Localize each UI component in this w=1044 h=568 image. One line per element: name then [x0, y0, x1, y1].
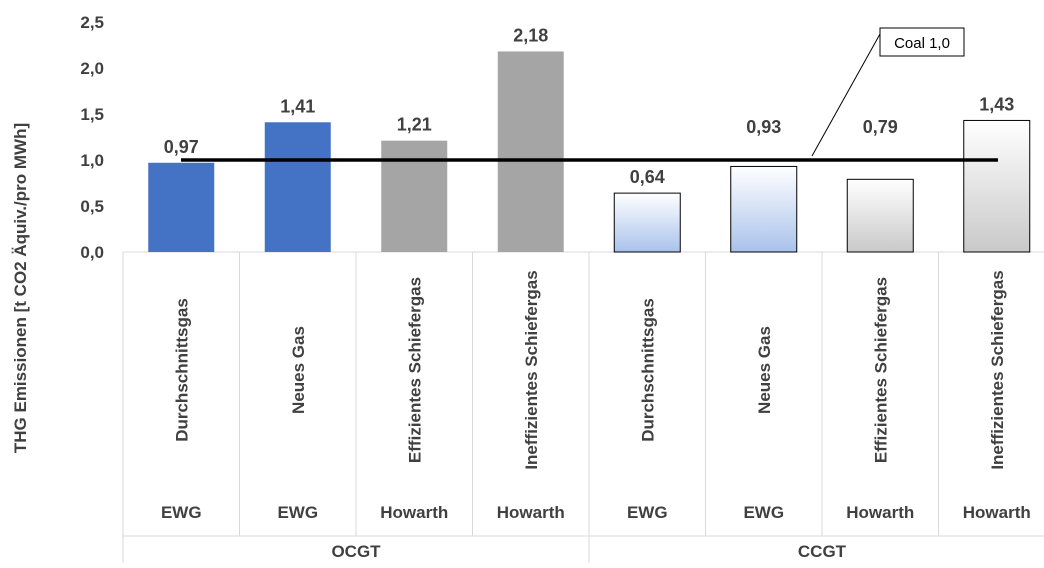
category-label: Ineffizientes Schiefergas — [522, 270, 541, 469]
group-label: CCGT — [798, 542, 847, 561]
data-label: 2,18 — [513, 25, 548, 45]
bar — [148, 162, 215, 252]
source-label: EWG — [277, 503, 318, 522]
bar — [613, 192, 681, 253]
category-label: Ineffizientes Schiefergas — [988, 270, 1007, 469]
category-label: Neues Gas — [755, 326, 774, 414]
reference-label-box — [879, 27, 965, 57]
bar — [497, 51, 564, 252]
y-tick-label: 0,5 — [80, 197, 104, 216]
category-label: Effizientes Schiefergas — [405, 277, 424, 463]
bar — [381, 140, 448, 252]
bar — [730, 165, 798, 253]
y-axis-title: THG Emissionen [t CO2 Äquiv./pro MWh] — [11, 123, 30, 453]
source-label: EWG — [161, 503, 202, 522]
data-label: 0,93 — [746, 117, 781, 137]
y-tick-label: 2,0 — [80, 59, 104, 78]
reference-label-leader — [811, 33, 881, 157]
y-tick-label: 1,5 — [80, 105, 104, 124]
data-label: 1,41 — [280, 96, 315, 116]
category-label: Durchschnittsgas — [172, 298, 191, 442]
source-label: Howarth — [380, 503, 448, 522]
source-label: Howarth — [963, 503, 1031, 522]
group-label: OCGT — [331, 542, 381, 561]
source-label: EWG — [627, 503, 668, 522]
bar — [264, 122, 331, 252]
bar — [846, 178, 914, 253]
y-tick-label: 0,0 — [80, 243, 104, 262]
source-label: Howarth — [846, 503, 914, 522]
source-label: EWG — [743, 503, 784, 522]
y-tick-label: 1,0 — [80, 151, 104, 170]
category-label: Effizientes Schiefergas — [871, 277, 890, 463]
bar — [963, 119, 1031, 253]
reference-label: Coal 1,0 — [894, 35, 950, 52]
data-label: 1,21 — [397, 115, 432, 135]
y-tick-label: 2,5 — [80, 13, 104, 32]
data-label: 1,43 — [979, 94, 1014, 114]
data-label: 0,79 — [863, 117, 898, 137]
data-label: 0,64 — [630, 167, 665, 187]
category-label: Durchschnittsgas — [638, 298, 657, 442]
category-label: Neues Gas — [289, 326, 308, 414]
source-label: Howarth — [497, 503, 565, 522]
data-label: 0,97 — [164, 137, 199, 157]
